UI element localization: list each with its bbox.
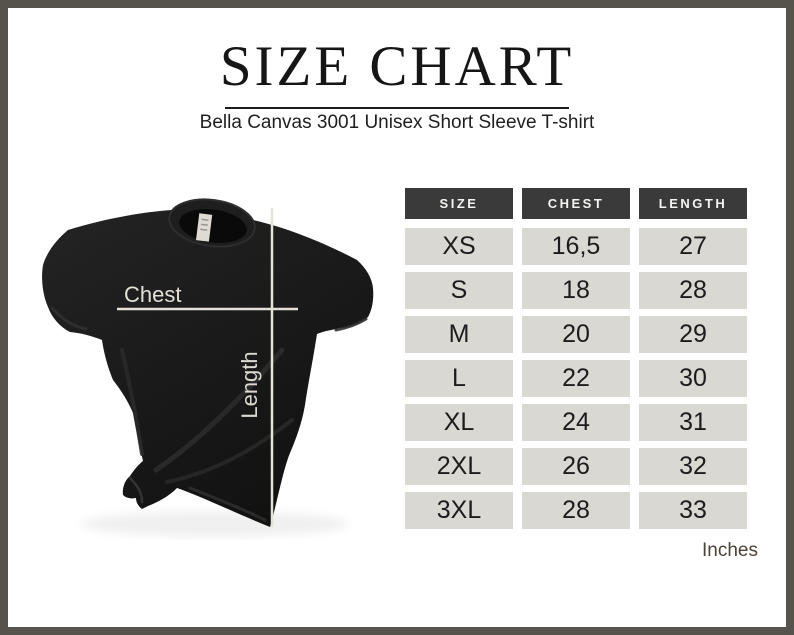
units-label: Inches (702, 540, 758, 561)
chest-cell: 22 (522, 360, 630, 397)
column-header-chest: CHEST (522, 188, 630, 219)
length-cell: 28 (639, 272, 747, 309)
chest-cell: 26 (522, 448, 630, 485)
chest-cell: 24 (522, 404, 630, 441)
length-cell: 27 (639, 228, 747, 265)
length-cell: 32 (639, 448, 747, 485)
collar (168, 198, 256, 248)
care-tag (195, 213, 213, 242)
length-label: Length (237, 351, 262, 418)
fabric-folds (50, 306, 368, 522)
shirt-shadow (80, 511, 350, 537)
chest-label: Chest (124, 282, 181, 307)
column-header-size: SIZE (405, 188, 513, 219)
size-cell: L (405, 360, 513, 397)
chest-cell: 20 (522, 316, 630, 353)
length-cell: 30 (639, 360, 747, 397)
tshirt-body (42, 204, 374, 527)
column-header-length: LENGTH (639, 188, 747, 219)
chest-cell: 16,5 (522, 228, 630, 265)
size-cell: XL (405, 404, 513, 441)
chest-cell: 18 (522, 272, 630, 309)
page-subtitle: Bella Canvas 3001 Unisex Short Sleeve T-… (199, 112, 595, 133)
tshirt-photo: Chest Length (42, 198, 374, 537)
size-cell: M (405, 316, 513, 353)
length-cell: 29 (639, 316, 747, 353)
table-body: XS 16,5 27 S 18 28 M 20 29 L 22 30 XL 24… (405, 228, 749, 529)
size-cell: 2XL (405, 448, 513, 485)
size-cell: XS (405, 228, 513, 265)
tshirt-diagram: Chest Length (30, 188, 395, 540)
table-header-row: SIZE CHEST LENGTH (405, 188, 749, 219)
length-cell: 33 (639, 492, 747, 529)
chest-cell: 28 (522, 492, 630, 529)
size-table: SIZE CHEST LENGTH XS 16,5 27 S 18 28 M 2… (405, 188, 749, 529)
title-divider (225, 107, 569, 109)
size-cell: S (405, 272, 513, 309)
page-title: SIZE CHART (219, 35, 575, 98)
size-cell: 3XL (405, 492, 513, 529)
length-cell: 31 (639, 404, 747, 441)
